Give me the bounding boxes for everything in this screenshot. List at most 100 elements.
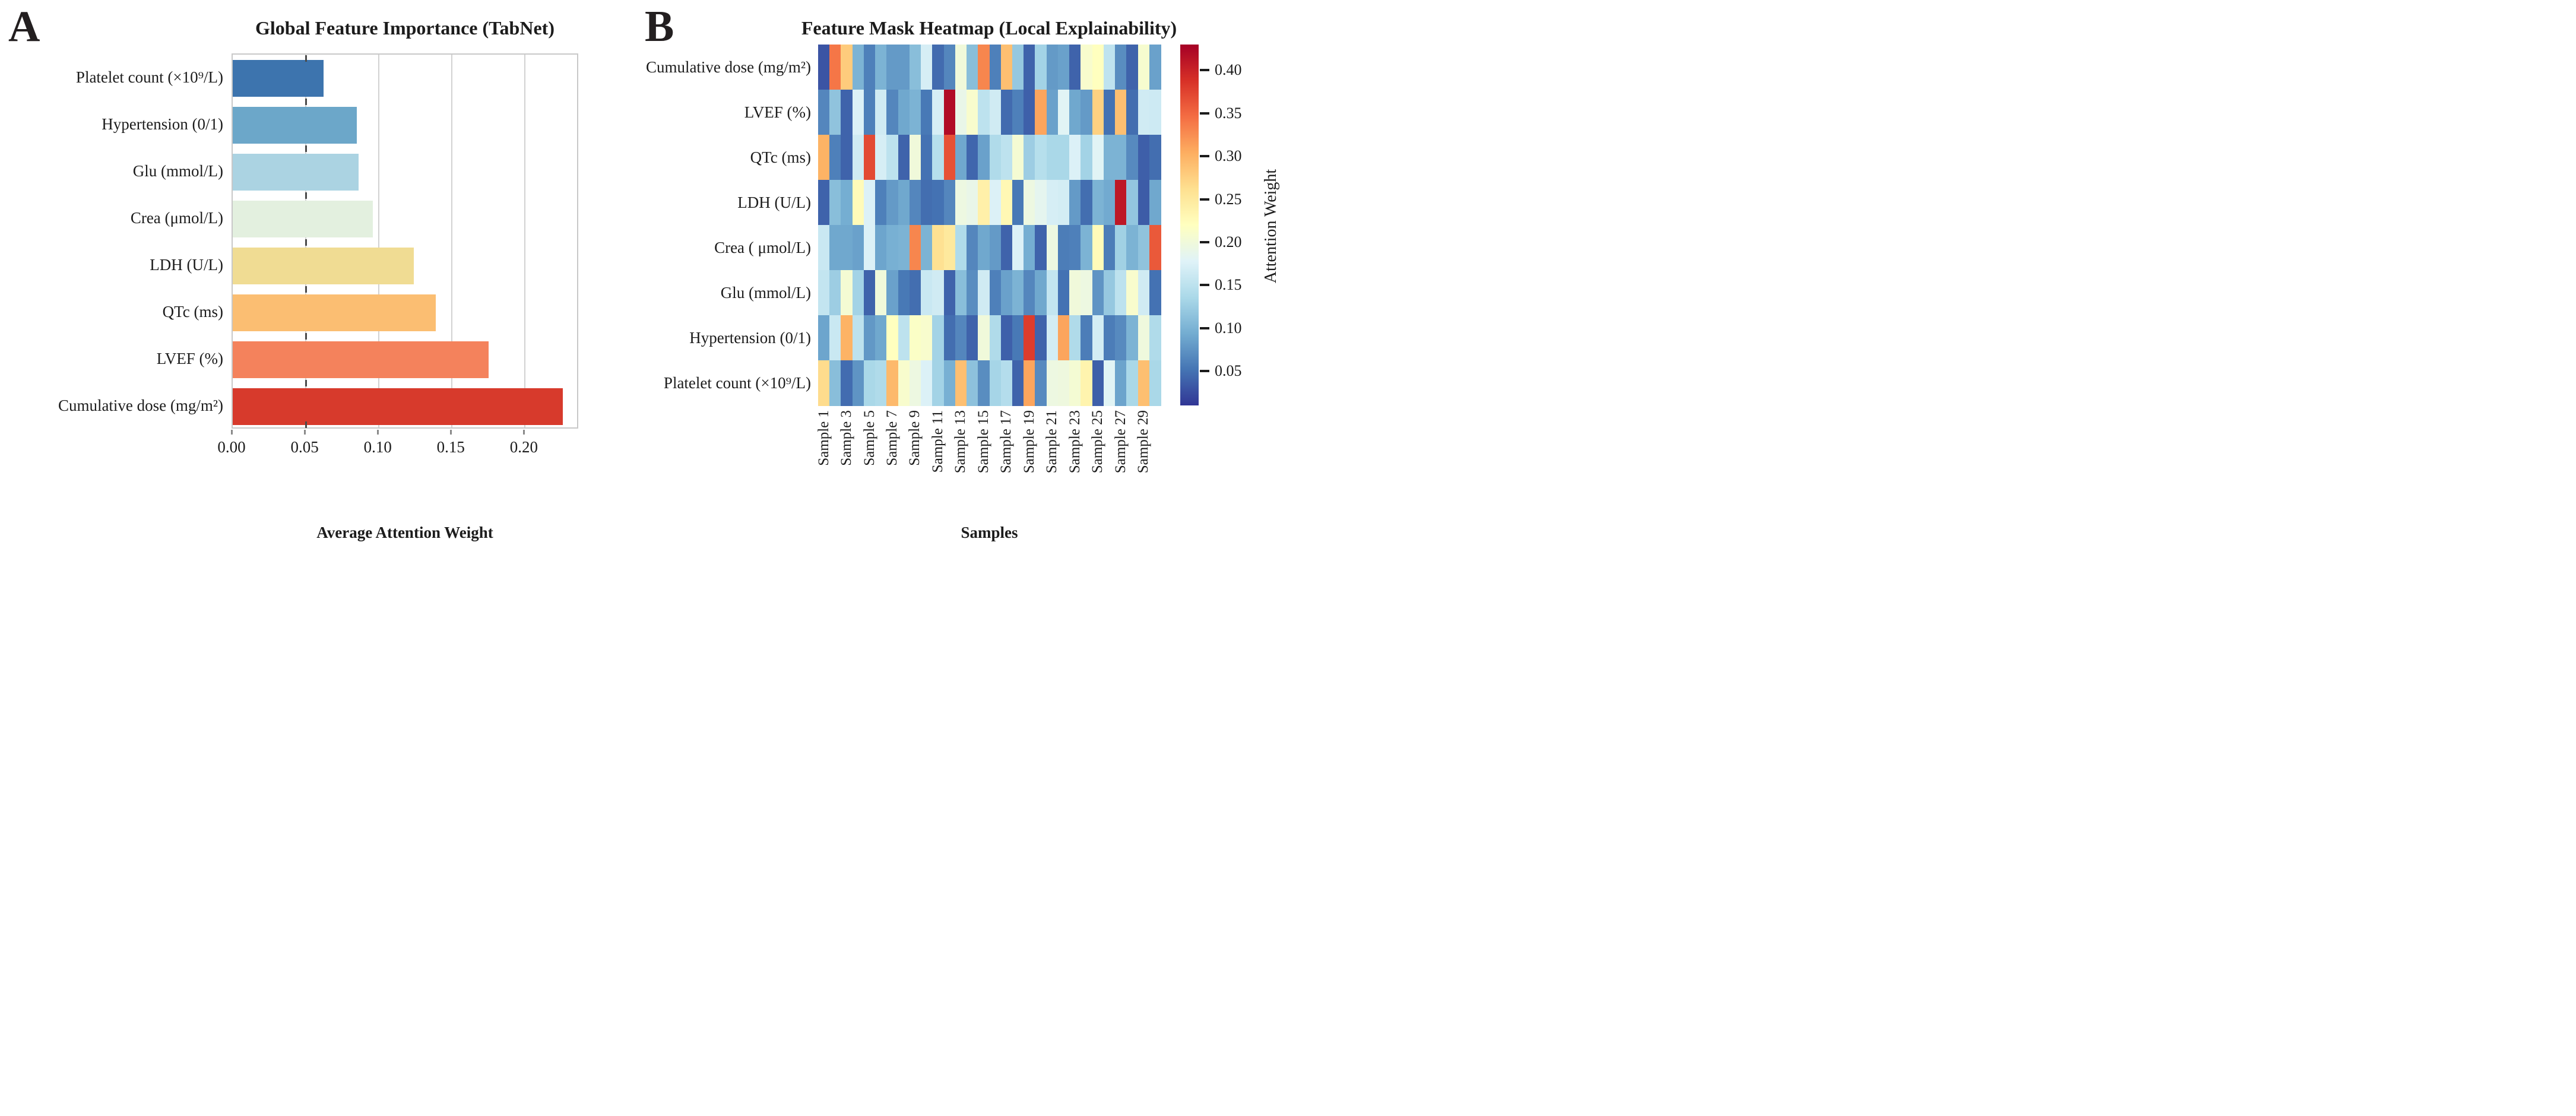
colorbar-tick-label: 0.20 (1215, 233, 1242, 251)
heatmap-cell (1069, 45, 1081, 90)
heatmap-cell (978, 270, 990, 316)
heatmap-cell (1069, 90, 1081, 135)
colorbar-tick-mark (1200, 112, 1209, 115)
heatmap-cell (1138, 270, 1150, 316)
heatmap-cell (932, 180, 945, 226)
x-tick-mark (303, 430, 306, 435)
heatmap-cell (1149, 270, 1161, 316)
heatmap-cell (886, 90, 899, 135)
heatmap-cell (978, 180, 990, 226)
grid-dash-6 (305, 332, 307, 340)
heatmap-cell (1138, 90, 1150, 135)
heatmap-cell (955, 135, 967, 180)
panel-b-letter: B (645, 2, 674, 51)
heatmap-cell (909, 315, 921, 361)
heatmap-cell (978, 315, 990, 361)
heatmap-cell (875, 45, 887, 90)
x-tick-label: 0.00 (217, 438, 246, 456)
heatmap-row-label: Cumulative dose (mg/m²) (645, 58, 811, 76)
bar-0 (233, 59, 324, 97)
heatmap-cell (1069, 315, 1081, 361)
colorbar-tick-mark (1200, 370, 1209, 373)
heatmap-cell (978, 45, 990, 90)
heatmap-cell (1081, 360, 1093, 406)
panel-a-xlabel: Average Attention Weight (316, 524, 493, 541)
heatmap-cell (1000, 135, 1013, 180)
heatmap-cell (955, 45, 967, 90)
colorbar-tick-mark (1200, 69, 1209, 72)
heatmap-cell (886, 180, 899, 226)
heatmap-cell (1103, 45, 1116, 90)
heatmap-cell (1138, 360, 1150, 406)
heatmap-cell (1024, 360, 1036, 406)
heatmap-cell (1012, 315, 1024, 361)
heatmap-cell (921, 45, 933, 90)
heatmap-cell (1057, 90, 1070, 135)
heatmap-cell (909, 360, 921, 406)
heatmap-cell (1024, 315, 1036, 361)
heatmap-cell (886, 315, 899, 361)
heatmap-cell (1035, 45, 1047, 90)
bar-category-label: Platelet count (×10⁹/L) (75, 68, 223, 86)
heatmap-cell (1081, 90, 1093, 135)
heatmap-cell (1103, 90, 1116, 135)
heatmap-cell (898, 270, 910, 316)
heatmap-cell (1149, 45, 1161, 90)
heatmap-cell (1081, 225, 1093, 271)
heatmap-cell (1057, 315, 1070, 361)
heatmap-row-label: Hypertension (0/1) (689, 329, 811, 347)
gridline-x-0.2 (524, 55, 526, 427)
heatmap-cell (989, 360, 1002, 406)
heatmap-cell (875, 180, 887, 226)
heatmap-cell (909, 45, 921, 90)
bar-category-label: Glu (mmol/L) (132, 161, 223, 180)
heatmap-cell (1000, 270, 1013, 316)
heatmap-cell (818, 315, 830, 361)
heatmap-cell (943, 135, 956, 180)
heatmap-cell (1057, 360, 1070, 406)
heatmap-cell (921, 270, 933, 316)
heatmap-cell (989, 45, 1002, 90)
bar-6 (233, 341, 489, 378)
heatmap-cell (1092, 270, 1104, 316)
heatmap-cell (921, 90, 933, 135)
heatmap-cell (1115, 135, 1127, 180)
heatmap-cell (967, 135, 978, 180)
heatmap-cell (886, 45, 899, 90)
heatmap-cell (989, 225, 1002, 271)
bar-category-label: LVEF (%) (156, 349, 223, 367)
heatmap-cell (898, 315, 910, 361)
colorbar-tick-label: 0.35 (1215, 104, 1242, 122)
heatmap-cell (1035, 270, 1047, 316)
colorbar-tick-mark (1200, 240, 1209, 243)
heatmap-row-label: LDH (U/L) (737, 194, 811, 211)
heatmap-cell (1126, 225, 1139, 271)
heatmap-cell (1046, 225, 1059, 271)
heatmap-cell (1024, 45, 1036, 90)
heatmap-cell (1000, 90, 1013, 135)
heatmap-cell (1115, 315, 1127, 361)
heatmap-cell (1057, 180, 1070, 226)
heatmap-cell (955, 90, 967, 135)
heatmap-cell (1035, 225, 1047, 271)
heatmap-cell (1046, 135, 1059, 180)
heatmap-cell (932, 135, 945, 180)
heatmap-row-label: Platelet count (×10⁹/L) (663, 374, 811, 392)
heatmap-cell (898, 360, 910, 406)
heatmap-cell (1012, 135, 1024, 180)
bar-3 (233, 200, 373, 237)
heatmap-cell (1000, 360, 1013, 406)
bar-category-label: Hypertension (0/1) (102, 115, 223, 133)
heatmap-cell (943, 270, 956, 316)
heatmap-cell (1024, 225, 1036, 271)
heatmap-cell (1046, 90, 1059, 135)
colorbar-label: Attention Weight (1262, 169, 1280, 284)
heatmap-cell (1081, 315, 1093, 361)
heatmap-cell (1012, 225, 1024, 271)
heatmap-cell (932, 360, 945, 406)
figure-feature-importance: A Global Feature Importance (TabNet) Pla… (0, 0, 1288, 558)
heatmap-cell (852, 45, 864, 90)
heatmap-cell (829, 135, 842, 180)
heatmap-cell (967, 45, 978, 90)
heatmap-cell (1046, 45, 1059, 90)
